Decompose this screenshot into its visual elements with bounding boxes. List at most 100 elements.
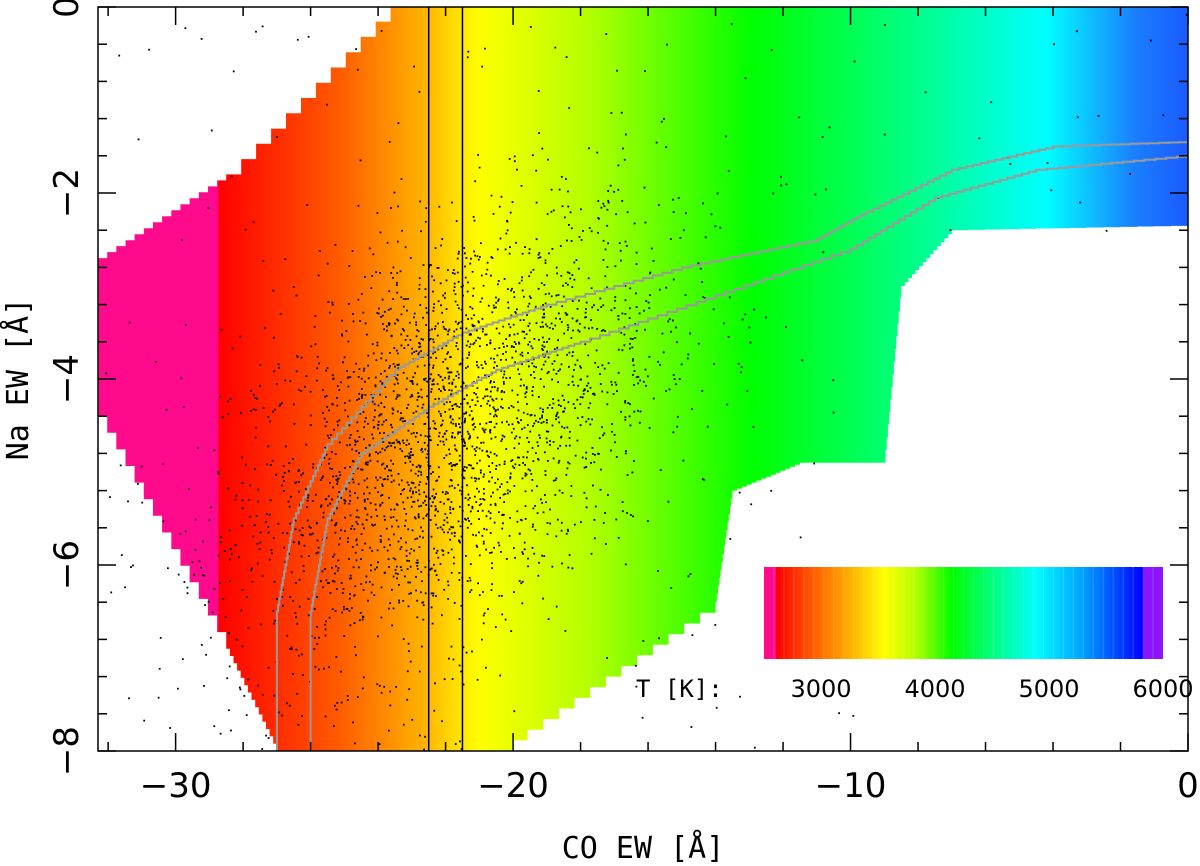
scatter-point bbox=[580, 366, 582, 369]
scatter-point bbox=[406, 309, 408, 312]
scatter-point bbox=[127, 500, 129, 503]
scatter-point bbox=[396, 577, 398, 580]
scatter-point bbox=[252, 221, 255, 223]
scatter-point bbox=[393, 383, 396, 386]
scatter-point bbox=[679, 237, 682, 239]
scatter-point bbox=[279, 313, 282, 315]
scatter-point bbox=[542, 325, 544, 328]
scatter-point bbox=[444, 493, 447, 495]
scatter-point bbox=[542, 511, 545, 514]
scatter-point bbox=[575, 320, 578, 323]
scatter-point bbox=[566, 467, 569, 470]
scatter-point bbox=[334, 704, 336, 707]
scatter-point bbox=[390, 469, 392, 472]
scatter-point bbox=[449, 416, 452, 419]
scatter-point bbox=[444, 389, 446, 391]
scatter-point bbox=[525, 387, 528, 390]
scatter-point bbox=[379, 535, 382, 537]
scatter-point bbox=[613, 190, 615, 193]
scatter-point bbox=[1050, 189, 1053, 192]
scatter-point bbox=[577, 384, 580, 387]
scatter-point bbox=[658, 204, 660, 206]
scatter-point bbox=[380, 413, 383, 416]
scatter-point bbox=[479, 345, 481, 348]
scatter-point bbox=[495, 422, 498, 425]
scatter-point bbox=[300, 533, 303, 536]
scatter-point bbox=[411, 381, 414, 384]
scatter-point bbox=[165, 408, 168, 411]
scatter-point bbox=[365, 519, 368, 521]
scatter-point bbox=[407, 297, 409, 300]
scatter-point bbox=[545, 437, 548, 440]
scatter-point bbox=[418, 489, 420, 492]
scatter-point bbox=[523, 337, 526, 340]
scatter-point bbox=[329, 467, 331, 470]
scatter-point bbox=[397, 319, 400, 322]
scatter-point bbox=[611, 430, 613, 433]
scatter-point bbox=[406, 481, 409, 484]
scatter-point bbox=[468, 464, 470, 466]
scatter-point bbox=[449, 508, 451, 511]
scatter-point bbox=[663, 118, 665, 120]
scatter-point bbox=[450, 393, 453, 395]
scatter-point bbox=[328, 462, 330, 465]
scatter-point bbox=[534, 529, 537, 531]
scatter-point bbox=[468, 520, 470, 522]
scatter-point bbox=[430, 439, 432, 442]
scatter-point bbox=[456, 304, 459, 306]
scatter-point bbox=[406, 698, 409, 701]
scatter-point bbox=[361, 468, 364, 471]
scatter-point bbox=[598, 437, 601, 440]
scatter-point bbox=[648, 307, 651, 309]
scatter-point bbox=[469, 579, 472, 582]
scatter-point bbox=[502, 381, 505, 383]
scatter-point bbox=[400, 546, 403, 548]
scatter-point bbox=[497, 299, 500, 302]
scatter-point bbox=[472, 287, 475, 290]
scatter-point bbox=[490, 274, 492, 277]
scatter-point bbox=[560, 436, 562, 439]
scatter-point bbox=[452, 507, 455, 510]
scatter-point bbox=[814, 193, 817, 196]
scatter-point bbox=[387, 445, 390, 448]
scatter-point bbox=[434, 398, 437, 400]
scatter-point bbox=[183, 581, 186, 583]
scatter-point bbox=[547, 618, 550, 620]
scatter-point bbox=[400, 569, 403, 572]
scatter-point bbox=[469, 262, 472, 265]
scatter-point bbox=[420, 449, 423, 451]
scatter-point bbox=[433, 383, 435, 386]
scatter-point bbox=[431, 495, 434, 497]
scatter-point bbox=[434, 496, 436, 499]
scatter-point bbox=[716, 192, 719, 195]
scatter-point bbox=[169, 727, 171, 729]
scatter-point bbox=[367, 422, 369, 425]
scatter-point bbox=[377, 452, 379, 455]
scatter-point bbox=[320, 504, 323, 507]
scatter-point bbox=[352, 566, 355, 569]
scatter-point bbox=[316, 355, 319, 358]
scatter-point bbox=[518, 436, 521, 439]
scatter-point bbox=[425, 456, 428, 459]
scatter-point bbox=[182, 406, 185, 408]
scatter-point bbox=[507, 307, 510, 309]
scatter-point bbox=[516, 520, 519, 523]
scatter-point bbox=[431, 622, 434, 625]
scatter-point bbox=[452, 422, 455, 425]
scatter-point bbox=[349, 624, 352, 627]
scatter-point bbox=[458, 459, 461, 462]
scatter-point bbox=[427, 444, 429, 447]
scatter-point bbox=[405, 549, 408, 552]
scatter-point bbox=[400, 412, 402, 414]
scatter-point bbox=[481, 427, 484, 430]
scatter-point bbox=[549, 443, 551, 446]
scatter-point bbox=[624, 452, 627, 455]
scatter-point bbox=[409, 565, 412, 568]
scatter-point bbox=[579, 403, 582, 405]
scatter-point bbox=[402, 723, 405, 726]
scatter-point bbox=[576, 359, 579, 362]
scatter-point bbox=[308, 525, 311, 528]
scatter-point bbox=[454, 385, 457, 388]
scatter-point bbox=[379, 380, 382, 383]
